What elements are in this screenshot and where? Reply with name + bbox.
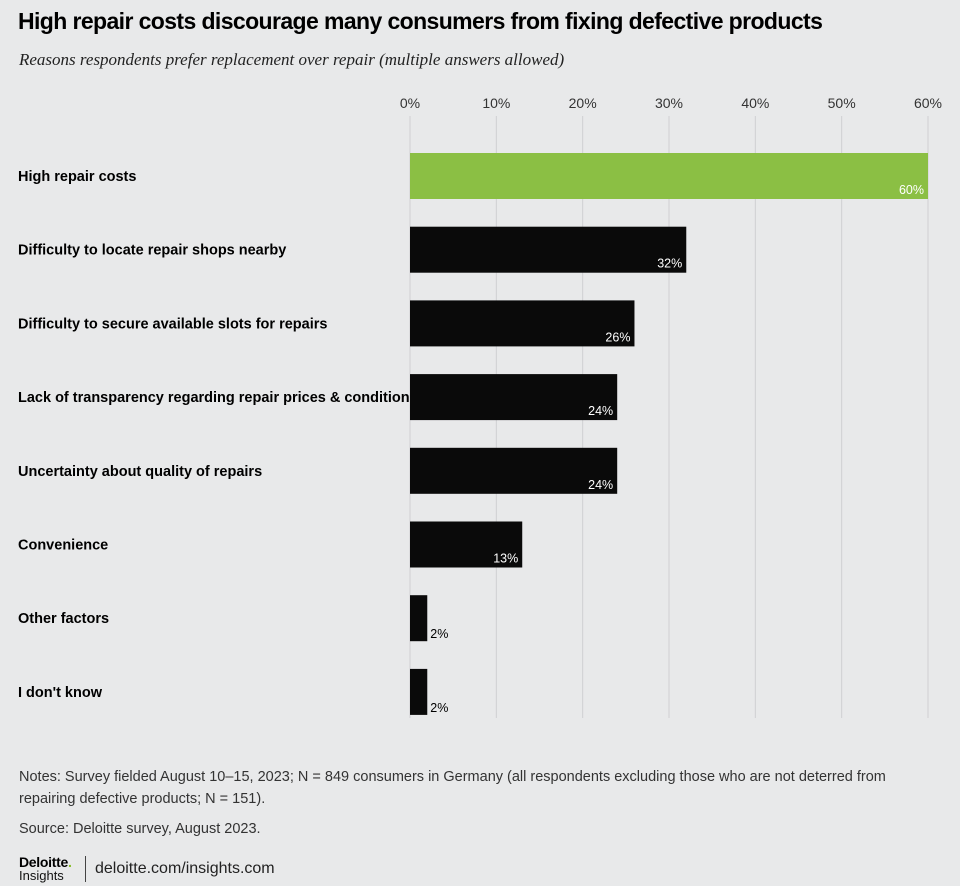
value-label: 32% xyxy=(657,257,682,271)
logo-brand: Deloitte. xyxy=(19,854,72,870)
x-tick-label: 50% xyxy=(828,95,856,111)
category-label: High repair costs xyxy=(18,169,136,185)
x-tick-label: 60% xyxy=(914,95,942,111)
chart-subtitle: Reasons respondents prefer replacement o… xyxy=(19,50,565,69)
bar xyxy=(410,153,928,199)
category-label: I don't know xyxy=(18,685,103,701)
footer-divider xyxy=(85,856,86,882)
x-tick-label: 10% xyxy=(482,95,510,111)
chart-title: High repair costs discourage many consum… xyxy=(18,8,823,34)
category-label: Convenience xyxy=(18,538,108,554)
category-label: Difficulty to secure available slots for… xyxy=(18,316,327,332)
bar xyxy=(410,374,618,421)
category-label: Lack of transparency regarding repair pr… xyxy=(18,390,418,406)
footer-url[interactable]: deloitte.com/insights.com xyxy=(95,860,275,877)
category-label: Difficulty to locate repair shops nearby xyxy=(18,243,286,259)
category-label: Uncertainty about quality of repairs xyxy=(18,464,262,480)
value-label: 60% xyxy=(899,183,924,197)
bar xyxy=(410,595,428,642)
x-tick-label: 30% xyxy=(655,95,683,111)
source-text: Source: Deloitte survey, August 2023. xyxy=(19,821,261,837)
bar xyxy=(410,447,618,494)
value-label: 13% xyxy=(493,552,518,566)
bar-chart: 0% 10% 20% 30% 40% 50% 60% High repair costs 60%… xyxy=(18,95,942,718)
footer: Deloitte. Insights deloitte.com/insights… xyxy=(19,854,275,884)
value-label: 2% xyxy=(430,701,448,715)
value-label: 24% xyxy=(588,404,613,418)
logo-sub: Insights xyxy=(19,868,64,883)
x-tick-label: 0% xyxy=(400,95,420,111)
deloitte-insights-logo: Deloitte. Insights xyxy=(19,855,81,883)
x-tick-label: 40% xyxy=(741,95,769,111)
value-label: 24% xyxy=(588,478,613,492)
value-label: 2% xyxy=(430,627,448,641)
bar xyxy=(410,226,687,273)
value-label: 26% xyxy=(605,330,630,344)
bar xyxy=(410,668,428,715)
bar xyxy=(410,300,635,347)
x-tick-label: 20% xyxy=(569,95,597,111)
category-label: Other factors xyxy=(18,611,109,627)
notes-text: Notes: Survey fielded August 10–15, 2023… xyxy=(19,769,886,807)
bar xyxy=(410,521,523,568)
